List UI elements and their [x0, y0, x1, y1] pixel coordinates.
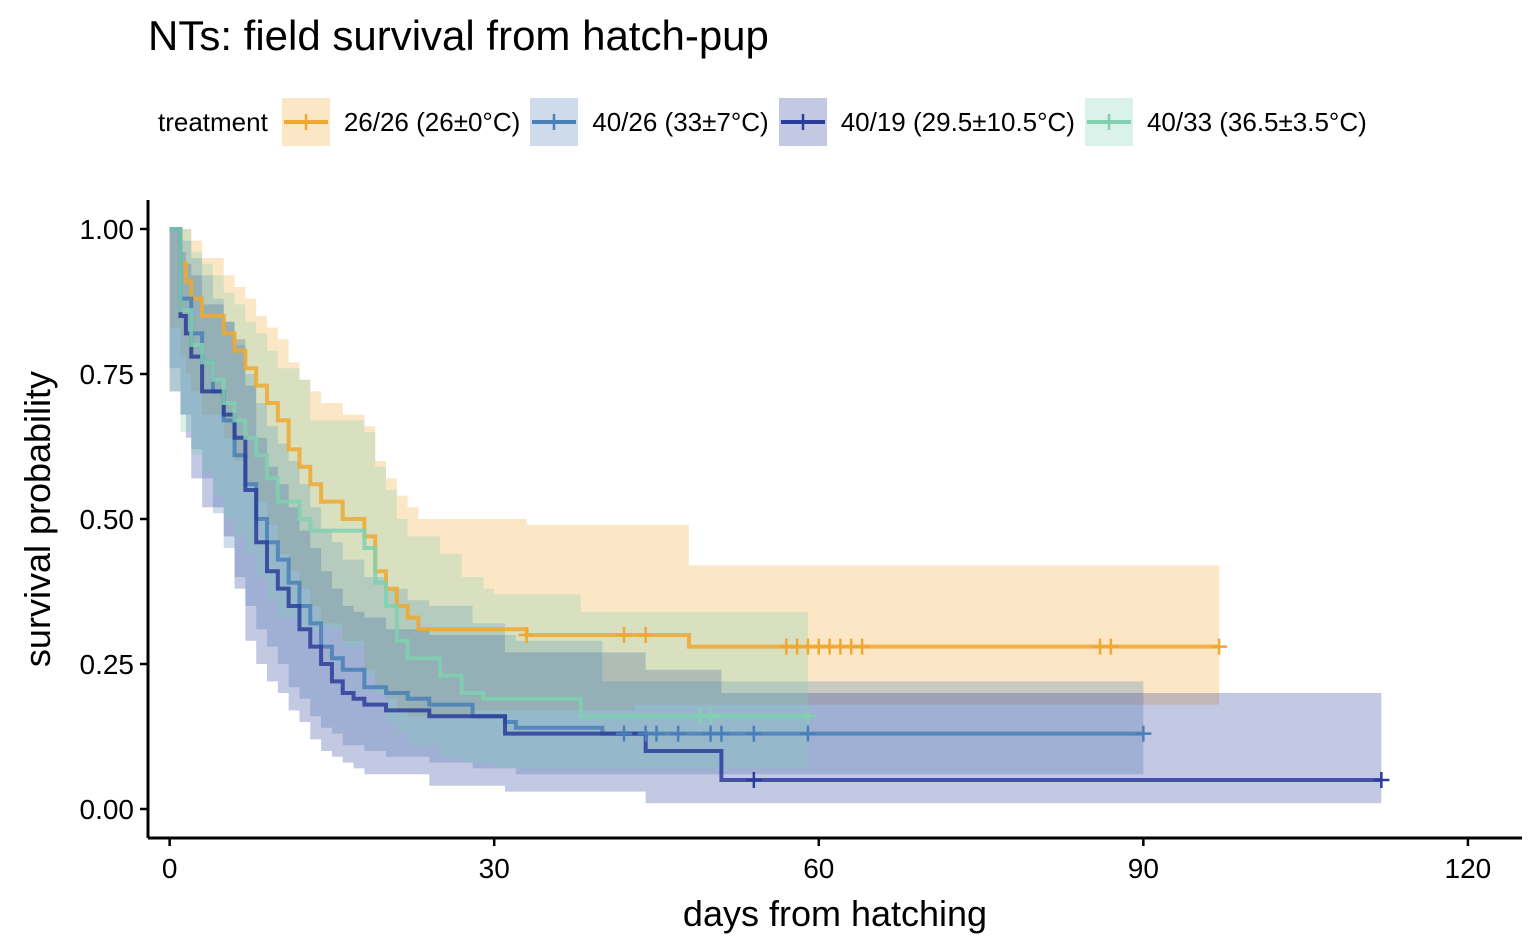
- legend-item-40-19-29-5-10-5-c: 40/19 (29.5±10.5°C): [778, 98, 1075, 146]
- x-tick-label: 60: [803, 853, 834, 884]
- chart-title: NTs: field survival from hatch-pup: [148, 12, 769, 59]
- censor-mark: [1373, 772, 1390, 788]
- y-tick-label: 1.00: [80, 214, 135, 245]
- censor-mark: [648, 725, 665, 742]
- legend-label: 40/26 (33±7°C): [592, 106, 769, 137]
- censor-mark: [1102, 638, 1119, 655]
- survival-curve-26-26-26-0-c: [169, 227, 1220, 649]
- legend-label: 26/26 (26±0°C): [343, 106, 521, 137]
- censor-mark: [1135, 725, 1152, 742]
- censor-mark: [745, 772, 762, 788]
- legend-key: [281, 98, 330, 146]
- censor-mark: [518, 627, 535, 643]
- legend: treatment 26/26 (26±0°C) 40/26 (33±7°C) 40…: [158, 96, 1377, 148]
- legend-key: [530, 98, 579, 146]
- x-axis-title: days from hatching: [683, 893, 987, 934]
- legend-key: [1084, 98, 1133, 146]
- legend-item-40-26-33-7-c: 40/26 (33±7°C): [530, 98, 769, 146]
- censor-mark: [616, 627, 633, 643]
- x-tick-label: 0: [162, 853, 178, 884]
- legend-title: treatment: [158, 106, 268, 137]
- x-tick-label: 90: [1128, 853, 1159, 884]
- ci-band-40-33-36-5-3-5-c: [169, 229, 808, 769]
- censor-mark: [670, 725, 687, 742]
- y-axis-title: survival probability: [17, 371, 58, 667]
- censor-mark: [702, 708, 719, 725]
- x-tick-label: 120: [1445, 853, 1492, 884]
- legend-item-26-26-26-0-c: 26/26 (26±0°C): [281, 98, 521, 146]
- censor-mark: [616, 725, 633, 742]
- censor-mark: [637, 627, 654, 643]
- y-tick-label: 0.00: [80, 794, 135, 825]
- legend-items: 26/26 (26±0°C) 40/26 (33±7°C) 40/19 (29.5±…: [281, 98, 1377, 146]
- y-tick-label: 0.50: [80, 504, 135, 535]
- censor-mark: [799, 725, 816, 742]
- x-tick-label: 30: [479, 853, 510, 884]
- censor-mark: [854, 638, 871, 655]
- ci-band-40-19-29-5-10-5-c: [169, 229, 1382, 804]
- legend-label: 40/33 (36.5±3.5°C): [1146, 106, 1367, 137]
- censor-mark: [745, 725, 762, 742]
- axes: 0.00 0.25 0.50 0.75 1.00 0 30 60 90 120 days from …: [17, 200, 1522, 934]
- censor-mark: [713, 725, 730, 742]
- ci-band-40-26-33-7-c: [169, 229, 1144, 775]
- legend-label: 40/19 (29.5±10.5°C): [840, 106, 1075, 137]
- censor-mark: [1211, 638, 1228, 655]
- y-tick-label: 0.25: [80, 649, 135, 680]
- legend-item-40-33-36-5-3-5-c: 40/33 (36.5±3.5°C): [1084, 98, 1367, 146]
- survival-curve-40-33-36-5-3-5-c: [169, 227, 808, 719]
- y-tick-label: 0.75: [80, 359, 135, 390]
- survival-curves: [169, 227, 1382, 782]
- censor-marks: [518, 627, 1390, 788]
- legend-key: [778, 98, 827, 146]
- censor-mark: [799, 708, 816, 725]
- ci-band-26-26-26-0-c: [169, 229, 1220, 717]
- survival-curve-40-19-29-5-10-5-c: [169, 227, 1382, 782]
